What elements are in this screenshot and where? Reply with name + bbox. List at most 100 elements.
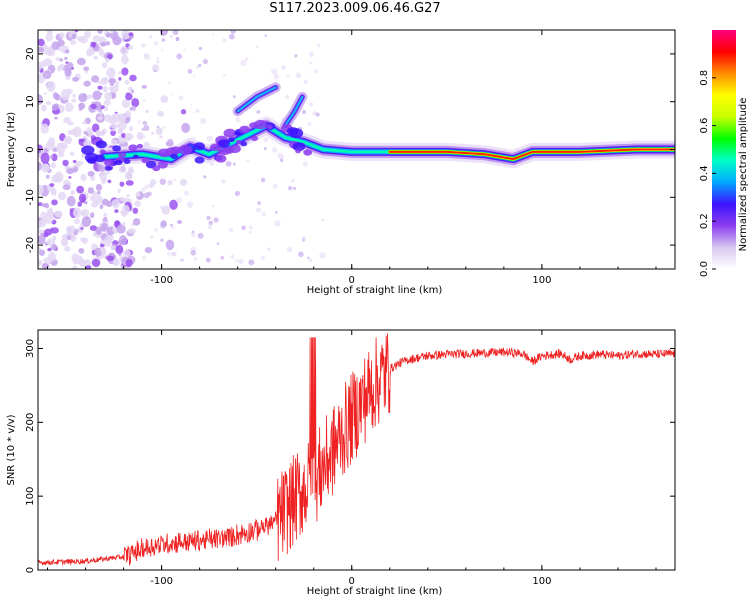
noise-speckle: [131, 89, 135, 94]
ridge-blob: [128, 144, 138, 151]
noise-speckle: [162, 211, 166, 215]
noise-speckle: [307, 121, 312, 126]
noise-speckle: [121, 204, 130, 215]
noise-speckle: [206, 135, 213, 142]
x-tick-label: -100: [150, 275, 173, 286]
noise-speckle: [66, 62, 74, 70]
y-axis-label: SNR (10 * v/v): [6, 414, 17, 485]
ridge-blob: [152, 165, 161, 172]
noise-speckle: [119, 181, 125, 187]
noise-speckle: [245, 57, 249, 61]
noise-speckle: [56, 142, 66, 154]
noise-speckle: [321, 218, 325, 222]
noise-speckle: [198, 46, 203, 51]
noise-speckle: [175, 36, 180, 42]
ridge-blob: [123, 158, 131, 165]
noise-speckle: [142, 99, 146, 103]
noise-speckle: [72, 159, 77, 164]
noise-speckle: [308, 257, 313, 263]
noise-speckle: [159, 205, 163, 210]
noise-speckle: [90, 175, 96, 181]
noise-speckle: [178, 95, 184, 101]
noise-speckle: [100, 222, 108, 232]
noise-speckle: [181, 122, 191, 134]
spectrogram-plot: [38, 30, 675, 269]
noise-speckle: [104, 114, 112, 122]
noise-speckle: [140, 42, 146, 48]
noise-speckle: [266, 247, 271, 251]
noise-speckle: [117, 120, 127, 131]
noise-speckle: [279, 158, 284, 163]
noise-speckle: [115, 244, 124, 255]
noise-speckle: [315, 112, 320, 117]
ridge-branch: [284, 95, 304, 127]
noise-speckle: [118, 253, 122, 256]
noise-speckle: [160, 95, 169, 103]
noise-speckle: [97, 115, 103, 121]
noise-speckle: [86, 48, 93, 57]
noise-speckle: [118, 165, 127, 174]
noise-speckle: [59, 58, 64, 62]
noise-speckle: [96, 190, 101, 195]
noise-speckle: [38, 259, 43, 266]
ridge-blob: [253, 119, 268, 130]
noise-speckle: [101, 179, 106, 184]
noise-speckle: [293, 186, 297, 190]
noise-speckle: [228, 227, 234, 233]
noise-speckle: [313, 69, 318, 74]
ridge-blob: [303, 149, 313, 156]
noise-speckle: [107, 179, 112, 184]
noise-speckle: [97, 30, 103, 35]
noise-speckle: [51, 243, 58, 251]
noise-speckle: [159, 135, 163, 139]
noise-speckle: [50, 187, 57, 195]
colorbar-label: Normalized spectral amplitude: [738, 98, 749, 252]
noise-speckle: [95, 184, 103, 191]
noise-speckle: [55, 57, 61, 61]
noise-speckle: [87, 187, 95, 194]
spectral-ridge: [81, 82, 675, 172]
noise-speckle: [303, 79, 308, 84]
noise-speckle: [43, 92, 48, 95]
ridge-blob: [240, 141, 248, 147]
noise-speckle: [76, 185, 85, 194]
noise-speckle: [190, 103, 193, 106]
noise-speckle: [264, 34, 267, 37]
noise-speckle: [240, 59, 247, 67]
ridge-core: [388, 148, 675, 161]
noise-speckle: [177, 219, 183, 225]
noise-speckle: [166, 251, 171, 256]
noise-speckle: [206, 215, 211, 220]
noise-speckle: [110, 30, 115, 34]
noise-speckle: [38, 94, 43, 106]
colorbar-tick-label: 0.6: [699, 118, 710, 134]
noise-speckle: [148, 183, 155, 188]
noise-speckle: [126, 194, 130, 198]
noise-speckle: [117, 128, 122, 132]
noise-speckle: [67, 129, 72, 135]
ridge-blob: [194, 156, 205, 164]
noise-speckle: [64, 49, 70, 54]
noise-speckle: [38, 46, 45, 53]
noise-speckle: [301, 238, 306, 242]
noise-speckle: [63, 116, 72, 124]
noise-speckle: [100, 246, 106, 254]
noise-speckle: [97, 85, 103, 90]
noise-speckle: [172, 30, 179, 36]
noise-speckle: [180, 109, 187, 115]
ridge-blob: [250, 135, 259, 141]
noise-speckle: [70, 189, 76, 196]
noise-speckle: [195, 65, 199, 69]
noise-speckle: [246, 159, 250, 163]
noise-speckle: [129, 74, 137, 82]
colorbar: [712, 30, 736, 269]
noise-speckle: [148, 34, 153, 39]
noise-speckle: [112, 35, 122, 46]
noise-speckle: [207, 224, 212, 230]
noise-speckle: [93, 55, 99, 60]
ridge-blob: [225, 147, 234, 154]
noise-speckle: [38, 219, 47, 228]
noise-speckle: [49, 183, 55, 187]
colorbar-tick-label: 0.2: [699, 213, 710, 229]
